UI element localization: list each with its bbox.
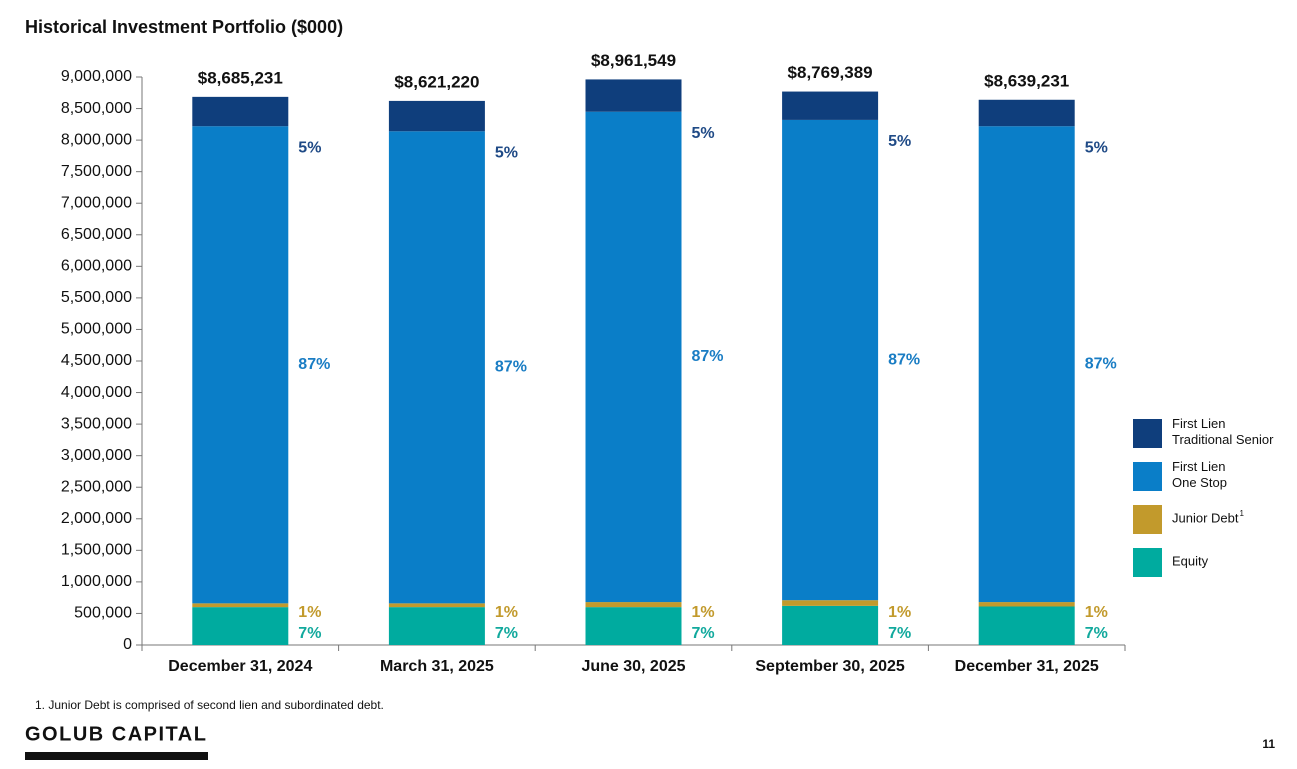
y-tick-label: 1,000,000	[61, 573, 132, 590]
value-label: 1%	[1085, 604, 1108, 621]
bar-segment	[585, 111, 682, 603]
page-number: 11	[1262, 737, 1275, 751]
value-label: 7%	[1085, 625, 1108, 642]
logo: GOLUB CAPITAL	[25, 723, 207, 745]
value-label: 87%	[888, 351, 920, 368]
y-tick-label: 3,500,000	[61, 415, 132, 432]
value-label: 5%	[888, 133, 911, 150]
legend-line: One Stop	[1172, 475, 1227, 490]
y-tick-label: 4,000,000	[61, 384, 132, 401]
y-tick-label: 6,000,000	[61, 258, 132, 275]
bar-segment	[585, 607, 682, 645]
total-label: $8,961,549	[591, 51, 676, 70]
value-label: 7%	[692, 625, 715, 642]
footnote: 1. Junior Debt is comprised of second li…	[35, 698, 384, 712]
legend-label: First Lien Traditional Senior	[1172, 416, 1274, 447]
chart-title: Historical Investment Portfolio ($000)	[25, 17, 343, 37]
y-tick-label: 500,000	[74, 605, 132, 622]
bar-segment	[978, 602, 1075, 607]
x-tick-label: December 31, 2024	[168, 658, 312, 675]
y-tick-label: 1,500,000	[61, 542, 132, 559]
legend-label: First Lien One Stop	[1172, 459, 1229, 490]
value-label: 87%	[1085, 355, 1117, 372]
value-label: 87%	[692, 348, 724, 365]
total-label: $8,621,220	[394, 72, 479, 91]
legend-swatch	[1133, 505, 1162, 534]
value-label: 5%	[692, 125, 715, 142]
y-tick-label: 5,000,000	[61, 321, 132, 338]
y-tick-label: 3,000,000	[61, 447, 132, 464]
value-label: 7%	[298, 625, 321, 642]
legend-swatch	[1133, 419, 1162, 448]
value-label: 7%	[888, 625, 911, 642]
bar-segment	[782, 91, 879, 120]
legend-swatch	[1133, 462, 1162, 491]
bar-segment	[388, 100, 485, 132]
legend-marker: 1	[1239, 509, 1244, 518]
value-label: 1%	[298, 604, 321, 621]
legend-label: Junior Debt	[1172, 510, 1239, 525]
value-label: 87%	[298, 356, 330, 373]
y-tick-label: 8,500,000	[61, 100, 132, 117]
bar-segment	[388, 607, 485, 645]
bar-segment	[978, 606, 1075, 645]
bar-segment	[585, 79, 682, 112]
y-tick-label: 7,000,000	[61, 194, 132, 211]
bar-segment	[978, 126, 1075, 603]
value-label: 5%	[1085, 139, 1108, 156]
y-tick-label: 5,500,000	[61, 289, 132, 306]
legend-line: First Lien	[1172, 459, 1229, 474]
legend-line: Traditional Senior	[1172, 432, 1274, 447]
legend-swatch	[1133, 548, 1162, 577]
bar-segment	[192, 96, 289, 127]
bar-segment	[192, 603, 289, 608]
value-label: 7%	[495, 625, 518, 642]
value-label: 5%	[495, 144, 518, 161]
total-label: $8,685,231	[198, 68, 283, 87]
bar-segment	[782, 605, 879, 645]
y-tick-label: 8,000,000	[61, 131, 132, 148]
x-tick-label: June 30, 2025	[581, 658, 685, 675]
total-label: $8,639,231	[984, 71, 1069, 90]
y-tick-label: 2,000,000	[61, 510, 132, 527]
total-label: $8,769,389	[788, 63, 873, 82]
bar-segment	[388, 603, 485, 608]
y-tick-label: 2,500,000	[61, 478, 132, 495]
y-tick-label: 4,500,000	[61, 352, 132, 369]
value-label: 5%	[298, 139, 321, 156]
bar-segment	[192, 126, 289, 604]
legend-line: First Lien	[1172, 416, 1229, 431]
y-tick-label: 7,500,000	[61, 163, 132, 180]
y-tick-label: 0	[123, 636, 132, 653]
bar-segment	[978, 99, 1075, 127]
y-tick-label: 9,000,000	[61, 68, 132, 85]
value-label: 87%	[495, 359, 527, 376]
bar-segment	[192, 607, 289, 645]
bar-segment	[585, 602, 682, 608]
value-label: 1%	[495, 604, 518, 621]
x-tick-label: December 31, 2025	[955, 658, 1099, 675]
logo-bar	[25, 752, 208, 760]
value-label: 1%	[692, 604, 715, 621]
bar-segment	[782, 600, 879, 606]
value-label: 1%	[888, 604, 911, 621]
x-tick-label: March 31, 2025	[380, 658, 494, 675]
y-tick-label: 6,500,000	[61, 226, 132, 243]
bar-segment	[388, 131, 485, 604]
legend-label: Equity	[1172, 553, 1209, 568]
bar-segment	[782, 119, 879, 601]
x-tick-label: September 30, 2025	[755, 658, 905, 675]
